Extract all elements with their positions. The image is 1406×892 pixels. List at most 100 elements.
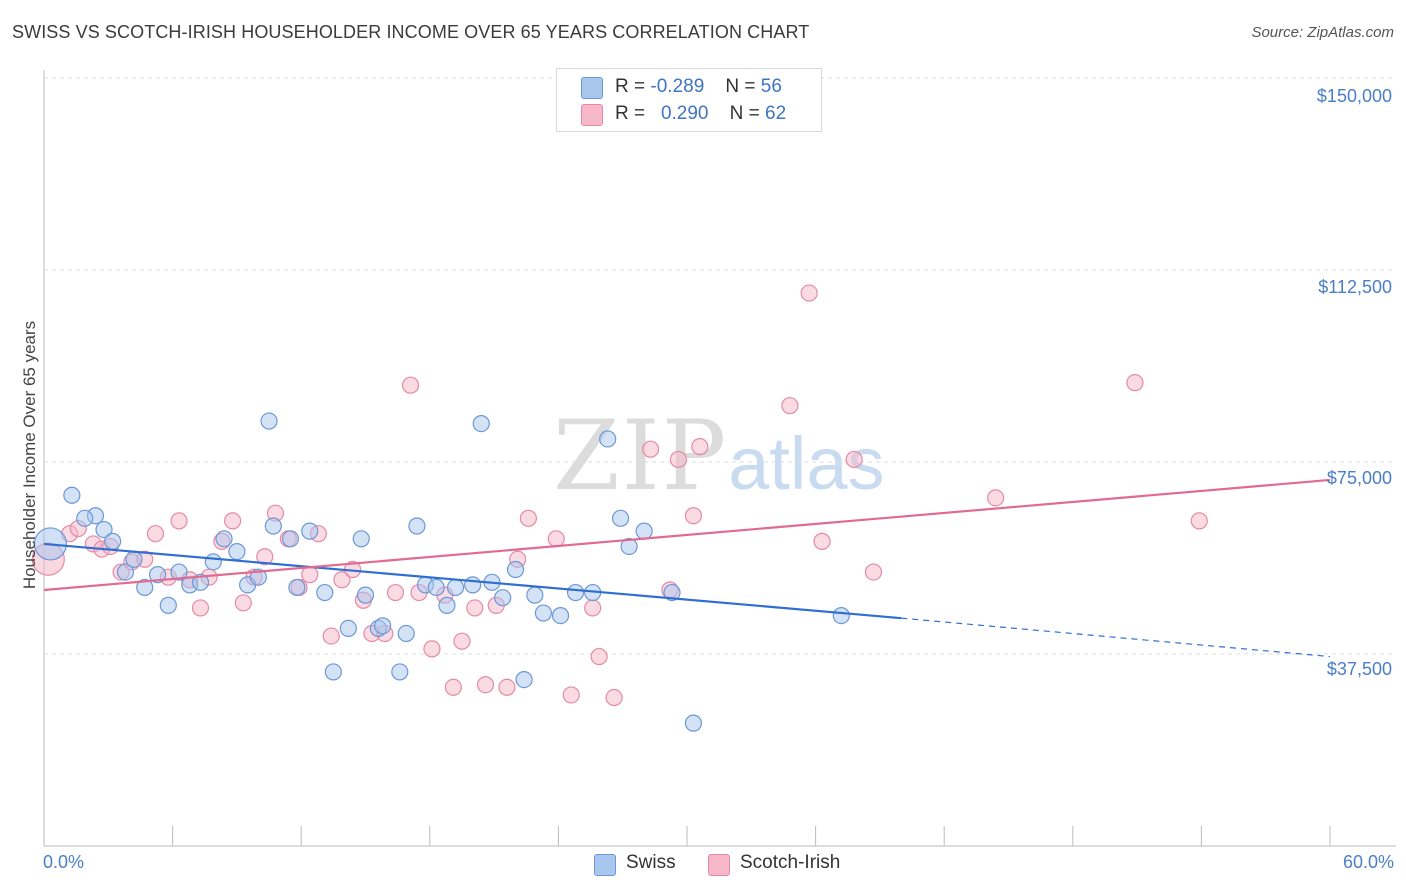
scotch-irish-point	[498, 678, 516, 696]
scotch-irish-point	[466, 599, 484, 617]
y-tick-label: $150,000	[1316, 86, 1392, 106]
swiss-point	[125, 550, 143, 568]
scotch-irish-point	[453, 632, 471, 650]
scotch-irish-point	[691, 438, 709, 456]
swiss-point	[204, 553, 222, 571]
watermark-zip: ZIP	[553, 400, 729, 512]
n-label: N =	[725, 76, 756, 97]
swiss-swatch	[581, 77, 603, 99]
scotch-irish-point	[987, 489, 1005, 507]
swiss-point	[95, 520, 113, 539]
scotch-irish-point	[476, 676, 495, 694]
swiss-point	[264, 517, 282, 535]
swiss-point	[494, 589, 512, 607]
scotch-irish-point	[170, 512, 188, 530]
swiss-point	[446, 578, 465, 597]
y-axis-label: Householder Income Over 65 years	[20, 320, 39, 590]
scotch-irish-point	[444, 678, 462, 696]
swiss-point	[215, 530, 233, 548]
x-tick-label-max: 60.0%	[1342, 852, 1394, 872]
swiss-trend-line	[43, 542, 902, 620]
swiss-point	[684, 714, 703, 732]
swiss-point	[534, 604, 552, 622]
scotch-irish-point	[669, 450, 688, 469]
scotch-irish-point	[547, 530, 565, 548]
scotch-irish-point	[684, 507, 703, 525]
y-tick-label: $37,500	[1326, 659, 1392, 679]
swiss-point	[103, 532, 122, 550]
scotch-irish-point	[813, 532, 831, 550]
scotch-irish-point	[224, 512, 242, 530]
scotch-irish-r-value: 0.290	[660, 103, 709, 124]
swiss-point	[281, 530, 300, 548]
n-label: N =	[729, 103, 760, 124]
swiss-point	[228, 542, 246, 561]
swiss-point	[506, 560, 525, 579]
scotch-irish-point	[191, 599, 210, 617]
scotch-irish-point	[146, 525, 165, 543]
swiss-point	[464, 576, 482, 594]
swiss-point	[374, 617, 392, 635]
swiss-point	[63, 486, 81, 504]
scotch-irish-point	[401, 376, 420, 394]
legend: R = -0.289 N = 56 R = 0.290 N = 62	[556, 68, 822, 132]
scotch-irish-point	[256, 548, 274, 566]
source-label: Source: ZipAtlas.com	[1251, 24, 1394, 41]
scotch-irish-n-value: 62	[765, 103, 787, 124]
scotch-irish-trend-line	[43, 478, 1331, 592]
scotch-irish-legend-swatch	[708, 854, 730, 876]
swiss-trend-extension	[901, 617, 1331, 658]
swiss-point	[397, 624, 415, 643]
swiss-point	[76, 509, 94, 527]
scotch-irish-point	[234, 594, 252, 612]
swiss-point	[611, 509, 630, 527]
y-tick-label: $75,000	[1326, 468, 1392, 488]
scotch-irish-point	[605, 688, 623, 707]
scotch-irish-point	[800, 284, 818, 302]
scotch-irish-point	[519, 509, 537, 527]
swiss-point	[408, 517, 426, 535]
r-label: R =	[615, 103, 646, 124]
swiss-point	[663, 583, 681, 602]
swiss-point	[148, 566, 167, 584]
swiss-point	[391, 663, 409, 681]
swiss-point	[515, 670, 533, 689]
swiss-point	[170, 563, 188, 581]
chart-title: SWISS VS SCOTCH-IRISH HOUSEHOLDER INCOME…	[12, 22, 810, 42]
x-tick-label-min: 0.0%	[43, 852, 85, 872]
swiss-point	[136, 578, 154, 597]
scotch-irish-point	[590, 647, 608, 666]
swiss-point	[159, 596, 177, 614]
swiss-point	[249, 568, 267, 586]
swiss-point	[472, 415, 490, 433]
swiss-point	[352, 530, 370, 548]
scotch-irish-point	[333, 571, 351, 589]
swiss-point	[191, 573, 210, 591]
swiss-point	[566, 583, 585, 602]
scotch-irish-point	[322, 627, 340, 645]
swiss-point	[301, 522, 319, 540]
scotch-irish-point	[386, 583, 405, 602]
scotch-irish-point	[1190, 512, 1208, 530]
swiss-legend-swatch	[594, 854, 616, 876]
r-label: R =	[615, 76, 646, 97]
swiss-legend-label: Swiss	[626, 852, 676, 873]
swiss-point	[316, 583, 334, 602]
y-tick-label: $112,500	[1318, 277, 1392, 297]
swiss-r-value: -0.289	[650, 76, 705, 97]
scotch-irish-point	[423, 640, 441, 658]
swiss-point	[427, 578, 445, 597]
swiss-point	[260, 412, 278, 430]
swiss-point	[438, 596, 456, 614]
scotch-irish-point	[1126, 374, 1144, 392]
scotch-irish-point	[584, 599, 602, 617]
scotch-irish-point	[301, 566, 319, 584]
scotch-irish-point	[781, 397, 799, 415]
swiss-point	[620, 537, 638, 556]
swiss-point	[635, 522, 653, 540]
scotch-irish-point	[864, 563, 883, 581]
swiss-point	[116, 563, 135, 581]
swiss-n-value: 56	[760, 76, 782, 97]
swiss-point	[288, 578, 306, 597]
